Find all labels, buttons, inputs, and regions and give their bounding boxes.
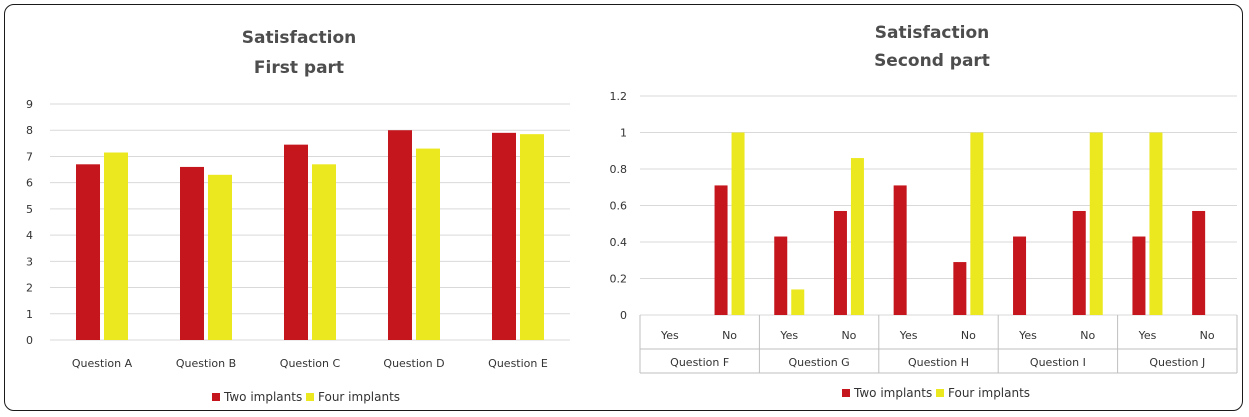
chart-1-subtitle: First part (254, 58, 344, 78)
y-tick-label: 9 (26, 98, 33, 111)
chart-2-gridlines (640, 95, 1237, 316)
y-tick-label: 4 (26, 229, 33, 242)
chart-1: Satisfaction First part 0 1 2 3 4 5 6 7 8 9 Quest… (26, 28, 570, 404)
bar-four-implants (791, 289, 805, 315)
bar-two-implants (180, 166, 204, 340)
bar-two-implants (388, 130, 412, 340)
bar-two-implants (76, 164, 100, 340)
x-tick-label: Yes (899, 329, 918, 342)
y-tick-label: 8 (26, 124, 33, 137)
chart-1-x-axis: Question A Question B Question C Question D… (72, 357, 548, 370)
y-tick-label: 2 (26, 282, 33, 295)
y-tick-label: 0.4 (610, 236, 628, 249)
x-tick-label: No (961, 329, 976, 342)
x-tick-label: Question C (280, 357, 341, 370)
bar-two-implants (953, 262, 967, 315)
x-tick-label: No (1080, 329, 1095, 342)
bar-two-implants (1072, 210, 1086, 315)
y-tick-label: 1 (620, 127, 627, 140)
group-label: Question J (1149, 356, 1205, 369)
chart-2-y-axis: 0 0.2 0.4 0.6 0.8 1 1.2 (610, 90, 628, 322)
x-tick-label: No (722, 329, 737, 342)
y-tick-label: 0 (26, 334, 33, 347)
bar-four-implants (416, 148, 440, 340)
bar-two-implants (893, 185, 907, 315)
bar-four-implants (1149, 132, 1163, 315)
x-tick-label: No (841, 329, 856, 342)
bar-four-implants (312, 164, 336, 340)
bar-four-implants (520, 134, 544, 340)
group-label: Question F (670, 356, 729, 369)
chart-1-legend: Two implants Four implants (212, 390, 400, 404)
x-tick-label: Question D (383, 357, 444, 370)
chart-2-x-axis: Yes No Yes No Yes No Yes No Yes No Question F Quest… (639, 315, 1238, 374)
chart-1-y-axis: 0 1 2 3 4 5 6 7 8 9 (26, 98, 33, 347)
chart-2-legend: Two implants Four implants (842, 386, 1030, 400)
bar-four-implants (1089, 132, 1103, 315)
group-label: Question H (908, 356, 969, 369)
group-label: Question G (788, 356, 849, 369)
y-tick-label: 1.2 (610, 90, 628, 103)
y-tick-label: 5 (26, 203, 33, 216)
bar-two-implants (774, 236, 788, 315)
legend-swatch-four-implants (936, 389, 944, 397)
y-tick-label: 1 (26, 308, 33, 321)
chart-2-title: Satisfaction (875, 23, 989, 43)
legend-swatch-four-implants (306, 393, 314, 401)
legend-label-four-implants: Four implants (318, 390, 400, 404)
bar-two-implants (1192, 210, 1206, 315)
bar-four-implants (104, 152, 128, 340)
chart-2: Satisfaction Second part 0 0.2 0.4 0.6 0.8 1 1… (610, 23, 1238, 400)
chart-1-gridlines (50, 103, 570, 341)
bar-two-implants (714, 185, 728, 315)
legend-label-two-implants: Two implants (223, 390, 302, 404)
y-tick-label: 7 (26, 150, 33, 163)
bar-two-implants (492, 132, 516, 340)
chart-1-bars (76, 130, 544, 340)
chart-1-title: Satisfaction (242, 28, 356, 48)
bar-two-implants (1132, 236, 1146, 315)
bar-four-implants (850, 158, 864, 315)
y-tick-label: 3 (26, 255, 33, 268)
legend-swatch-two-implants (212, 393, 220, 401)
x-tick-label: Yes (660, 329, 679, 342)
bar-four-implants (208, 174, 232, 340)
y-tick-label: 0 (620, 309, 627, 322)
x-tick-label: Yes (1018, 329, 1037, 342)
bar-two-implants (833, 210, 847, 315)
x-tick-label: Question E (488, 357, 548, 370)
bar-four-implants (970, 132, 984, 315)
legend-swatch-two-implants (842, 389, 850, 397)
x-tick-label: Question B (176, 357, 236, 370)
x-tick-label: Yes (779, 329, 798, 342)
bar-two-implants (284, 144, 308, 340)
x-tick-label: No (1200, 329, 1215, 342)
chart-2-subtitle: Second part (874, 51, 990, 71)
group-label: Question I (1030, 356, 1086, 369)
legend-label-two-implants: Two implants (853, 386, 932, 400)
y-tick-label: 0.6 (610, 200, 628, 213)
y-tick-label: 0.8 (610, 163, 628, 176)
legend-label-four-implants: Four implants (948, 386, 1030, 400)
y-tick-label: 6 (26, 177, 33, 190)
y-tick-label: 0.2 (610, 273, 628, 286)
x-tick-label: Question A (72, 357, 133, 370)
chart-2-bars (714, 132, 1206, 315)
bar-two-implants (1013, 236, 1027, 315)
bar-four-implants (731, 132, 745, 315)
x-tick-label: Yes (1138, 329, 1157, 342)
